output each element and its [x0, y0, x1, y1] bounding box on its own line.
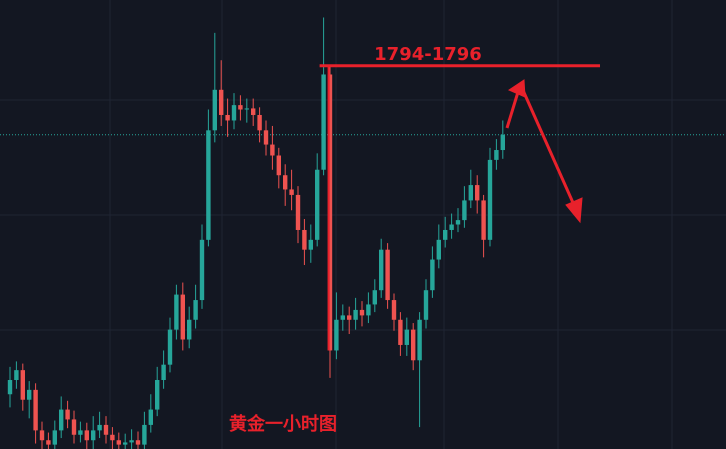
- candle-body: [187, 319, 192, 340]
- candle-body: [84, 430, 89, 441]
- candle-body: [334, 319, 339, 351]
- candle-body: [327, 74, 333, 351]
- candle-body: [462, 200, 467, 221]
- candle-body: [347, 315, 352, 320]
- candle-body: [404, 329, 409, 345]
- candle-body: [91, 430, 96, 441]
- candle-body: [135, 440, 141, 445]
- candle-body: [481, 200, 486, 240]
- candle-body: [244, 108, 249, 110]
- candle-body: [487, 159, 493, 240]
- candle-body: [180, 294, 185, 340]
- candle-body: [65, 409, 70, 420]
- candle-body: [193, 300, 198, 320]
- arrows: [505, 79, 583, 224]
- candle-body: [251, 108, 256, 115]
- candle-body: [340, 315, 345, 320]
- candle-body: [142, 424, 147, 445]
- candle-body: [385, 249, 390, 301]
- candle-body: [257, 114, 262, 131]
- candle-body: [20, 370, 25, 400]
- candles: [0, 17, 726, 449]
- candle-body: [219, 89, 224, 115]
- arrow-up: [505, 91, 520, 129]
- candle-body: [110, 434, 115, 441]
- chart-title: 黄金一小时图: [229, 413, 337, 435]
- candle-body: [468, 185, 473, 201]
- candle-body: [430, 259, 435, 291]
- candle-body: [295, 194, 301, 230]
- candle-body: [398, 319, 403, 345]
- candle-body: [417, 319, 422, 361]
- candle-body: [283, 175, 288, 190]
- candle-body: [167, 329, 173, 365]
- candle-body: [455, 220, 461, 225]
- candle-body: [238, 105, 243, 110]
- candle-body: [27, 389, 32, 400]
- candle-body: [33, 389, 38, 431]
- candle-body: [52, 430, 57, 445]
- candle-body: [78, 430, 83, 435]
- candle-body: [174, 294, 179, 330]
- candle-body: [39, 430, 45, 441]
- candle-body: [97, 424, 102, 431]
- candle-body: [372, 290, 377, 305]
- candle-body: [302, 229, 307, 250]
- candle-body: [500, 134, 505, 151]
- arrow-head: [565, 197, 583, 224]
- candle-body: [225, 114, 230, 121]
- candle-body: [71, 419, 77, 435]
- level-label: 1794-1796: [374, 44, 482, 65]
- candle-body: [443, 229, 448, 240]
- candle-body: [494, 150, 499, 160]
- candle-body: [123, 442, 128, 445]
- candle-body: [7, 380, 13, 395]
- candle-body: [366, 304, 371, 316]
- candle-body: [475, 185, 480, 201]
- candle-body: [379, 249, 384, 291]
- candle-body: [436, 239, 441, 260]
- candle-body: [391, 300, 397, 320]
- candle-body: [315, 169, 320, 240]
- candle-body: [270, 144, 275, 156]
- candle-body: [199, 239, 205, 301]
- arrow-down: [520, 87, 576, 206]
- candle-body: [276, 155, 281, 176]
- candle-body: [289, 189, 294, 195]
- candle-body: [308, 239, 313, 250]
- arrow-head: [507, 79, 526, 98]
- candle-body: [148, 409, 153, 425]
- candle-body: [231, 105, 237, 121]
- candle-body: [359, 309, 365, 316]
- candle-body: [449, 224, 454, 230]
- candle-body: [353, 309, 358, 320]
- candle-body: [14, 370, 19, 381]
- candle-body: [116, 440, 121, 445]
- candle-body: [103, 424, 109, 435]
- candle-body: [206, 130, 211, 240]
- candle-body: [155, 380, 160, 410]
- candle-body: [263, 130, 269, 145]
- candle-body: [212, 89, 217, 131]
- candle-body: [161, 364, 166, 381]
- candle-body: [423, 290, 429, 320]
- candle-body: [46, 440, 51, 445]
- candle-body: [129, 440, 134, 443]
- candle-body: [321, 74, 326, 170]
- candle-body: [59, 409, 64, 431]
- candle-body: [411, 329, 416, 361]
